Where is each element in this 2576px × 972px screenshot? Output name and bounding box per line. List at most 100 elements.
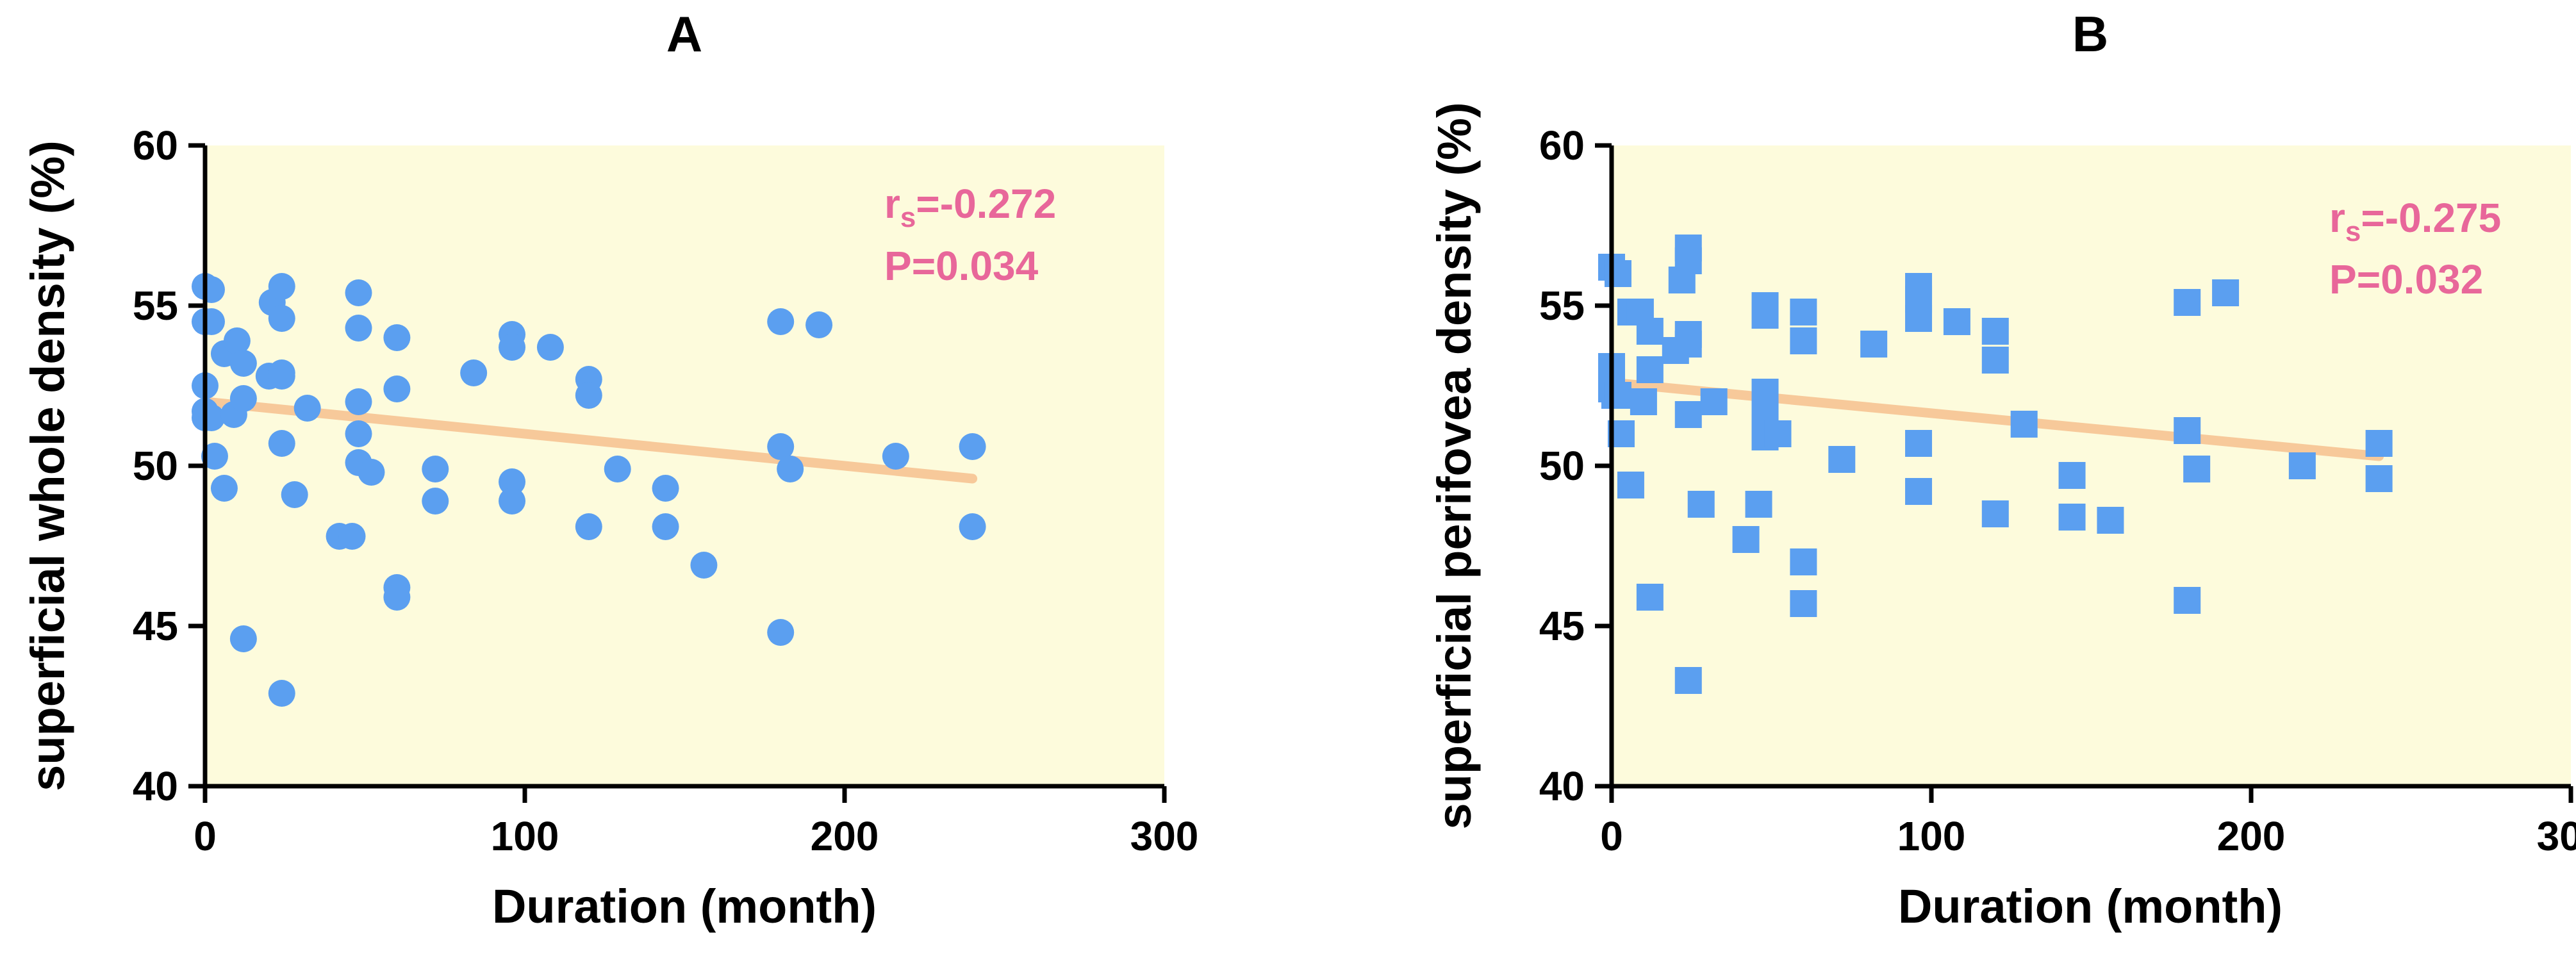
data-point [2365, 430, 2393, 457]
data-point [383, 324, 411, 351]
data-point [358, 459, 385, 486]
data-point [1636, 318, 1664, 345]
data-point [281, 481, 308, 508]
x-tick-label: 200 [811, 813, 879, 859]
data-points [1598, 235, 2393, 694]
y-tick-label: 45 [133, 603, 178, 649]
r-subscript: s [900, 202, 916, 233]
data-point [2174, 417, 2201, 444]
chart-panel-b: B superficial perifovea density (%) Dura… [1428, 6, 2576, 933]
data-point [338, 523, 366, 550]
data-point [197, 276, 225, 303]
regression-line [200, 397, 978, 484]
data-point [229, 385, 257, 412]
data-point [229, 350, 257, 377]
data-point [2288, 452, 2316, 479]
data-point [1981, 318, 2009, 345]
x-tick-label: 200 [2217, 813, 2286, 859]
panel-title: B [2072, 6, 2108, 62]
y-axis-ticks: 40 45 50 55 60 [1539, 122, 1612, 809]
data-point [1905, 430, 1933, 457]
data-point [767, 433, 795, 460]
y-tick-label: 60 [133, 122, 178, 169]
data-point [422, 488, 449, 515]
y-axis-label: superficial perifovea density (%) [1428, 102, 1481, 829]
data-point [2174, 587, 2201, 614]
data-point [499, 334, 526, 361]
data-point [268, 680, 295, 707]
data-point [268, 363, 295, 390]
data-point [2183, 456, 2211, 482]
data-point [1668, 267, 1696, 293]
r-symbol: r [884, 181, 900, 227]
data-point [383, 584, 411, 611]
x-tick-label: 100 [1897, 813, 1966, 859]
data-point [1905, 305, 1933, 332]
data-point [499, 468, 526, 495]
data-point [652, 475, 679, 502]
data-point [1604, 382, 1631, 409]
r-value: =-0.275 [2361, 195, 2501, 241]
data-point [1943, 308, 1970, 335]
data-point [959, 513, 986, 540]
data-point [1764, 420, 1792, 447]
data-point [959, 433, 986, 460]
r-symbol: r [2329, 195, 2345, 241]
data-point [1687, 491, 1715, 518]
data-point [1732, 526, 1760, 553]
data-point [1790, 590, 1817, 617]
x-axis-label: Duration (month) [1898, 880, 2283, 933]
y-tick-label: 55 [1539, 283, 1585, 329]
data-point [2010, 411, 2038, 438]
data-point [882, 443, 909, 470]
y-tick-label: 60 [1539, 122, 1585, 169]
x-tick-label: 0 [194, 813, 217, 859]
data-point [767, 308, 795, 335]
data-point [201, 443, 228, 470]
data-point [422, 456, 449, 482]
spearman-r-annotation: rs=-0.272 [884, 181, 1056, 233]
data-point [1981, 347, 2009, 374]
data-point [690, 552, 718, 579]
chart-panel-a: A superficial whole density (%) Duration… [21, 6, 1198, 933]
data-point [268, 430, 295, 457]
data-point [575, 513, 602, 540]
r-subscript: s [2345, 216, 2361, 247]
x-tick-label: 300 [2537, 813, 2576, 859]
data-point [1700, 388, 1728, 415]
data-point [229, 625, 257, 652]
data-point [268, 305, 295, 332]
data-point [1981, 500, 2009, 527]
data-point [345, 279, 372, 306]
data-point [345, 388, 372, 415]
data-point [1636, 584, 1664, 611]
data-point [1860, 331, 1888, 358]
y-axis-ticks: 40 45 50 55 60 [133, 122, 205, 809]
data-point [777, 456, 804, 482]
data-point [1617, 472, 1644, 498]
data-point [805, 311, 833, 338]
data-point [767, 619, 795, 646]
x-tick-label: 100 [491, 813, 559, 859]
data-point [1604, 260, 1631, 287]
data-point [536, 334, 564, 361]
data-point [1674, 667, 1702, 694]
p-value-annotation: P=0.034 [884, 243, 1039, 289]
y-tick-label: 55 [133, 283, 178, 329]
data-point [575, 382, 602, 409]
x-axis-ticks: 0 100 200 300 [1600, 786, 2576, 859]
data-point [1630, 388, 1657, 415]
data-point [345, 420, 372, 447]
data-point [210, 475, 238, 502]
y-tick-label: 40 [1539, 763, 1585, 809]
data-point [2174, 289, 2201, 316]
data-point [2097, 507, 2124, 534]
y-tick-label: 50 [1539, 443, 1585, 489]
data-point [197, 308, 225, 335]
data-point [1790, 327, 1817, 354]
data-point [2058, 504, 2086, 531]
data-point [268, 273, 295, 300]
y-axis-label: superficial whole density (%) [21, 140, 74, 791]
y-tick-label: 50 [133, 443, 178, 489]
